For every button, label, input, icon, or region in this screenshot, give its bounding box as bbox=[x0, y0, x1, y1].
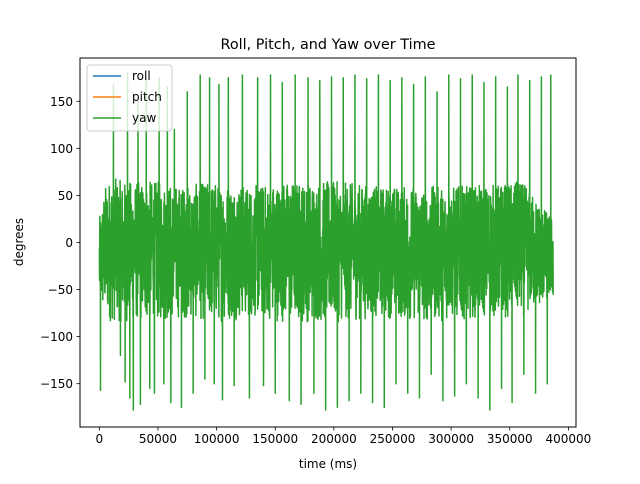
y-tick-label: 50 bbox=[58, 189, 73, 203]
x-tick-label: 100000 bbox=[194, 432, 240, 446]
x-tick-label: 150000 bbox=[252, 432, 298, 446]
x-tick-label: 200000 bbox=[311, 432, 357, 446]
y-tick-label: 100 bbox=[50, 142, 73, 156]
y-tick-label: −100 bbox=[40, 330, 73, 344]
legend-label-pitch: pitch bbox=[132, 90, 162, 104]
x-tick-label: 50000 bbox=[139, 432, 177, 446]
y-tick-label: 150 bbox=[50, 95, 73, 109]
x-axis: 0 50000 100000 150000 200000 250000 300000 3500… bbox=[96, 427, 591, 446]
chart-title: Roll, Pitch, and Yaw over Time bbox=[221, 37, 436, 53]
legend-label-yaw: yaw bbox=[132, 111, 156, 125]
legend: roll pitch yaw bbox=[86, 64, 173, 132]
x-tick-label: 350000 bbox=[487, 432, 533, 446]
x-tick-label: 250000 bbox=[370, 432, 416, 446]
plot-area bbox=[98, 72, 554, 411]
x-tick-label: 0 bbox=[96, 432, 104, 446]
series-line-yaw bbox=[98, 72, 554, 411]
legend-label-roll: roll bbox=[132, 69, 151, 83]
y-tick-label: 0 bbox=[65, 236, 73, 250]
y-tick-label: −50 bbox=[48, 283, 73, 297]
x-axis-label: time (ms) bbox=[299, 457, 357, 471]
x-tick-label: 300000 bbox=[428, 432, 474, 446]
y-axis: −150 −100 −50 0 50 100 150 bbox=[40, 95, 80, 391]
y-axis-label: degrees bbox=[12, 218, 26, 266]
x-tick-label: 400000 bbox=[545, 432, 591, 446]
y-tick-label: −150 bbox=[40, 377, 73, 391]
legend-box bbox=[86, 64, 173, 132]
